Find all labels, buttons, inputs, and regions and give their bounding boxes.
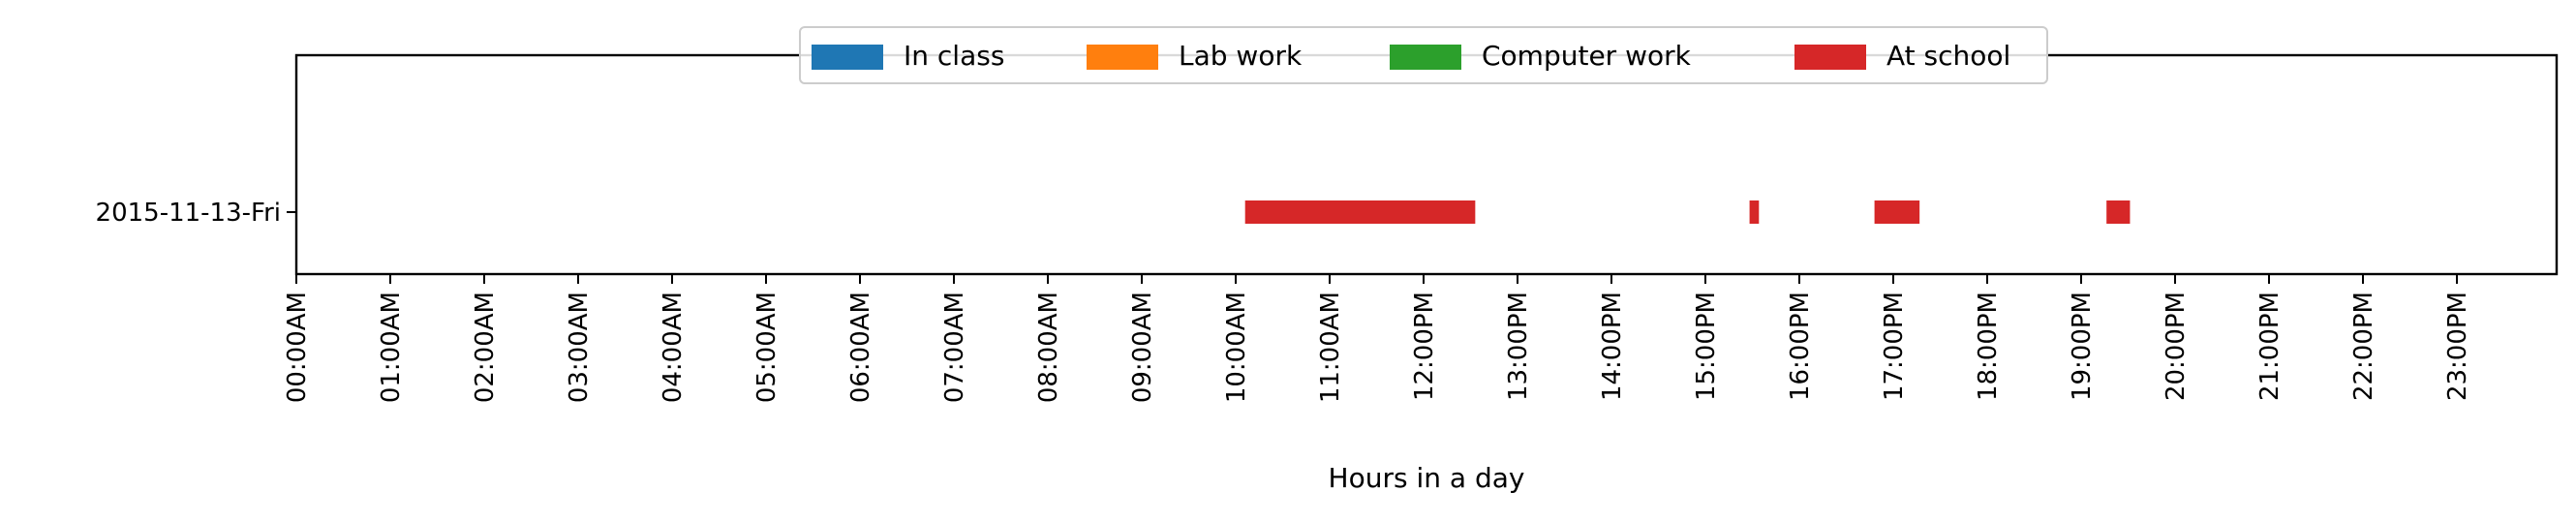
y-tick-label-0: 2015-11-13-Fri [96,199,281,228]
bar-3-2 [1874,200,1920,224]
x-tick-label-23: 23:00PM [2443,292,2472,401]
x-tick-label-12: 12:00PM [1410,292,1439,401]
x-tick-label-18: 18:00PM [1974,292,2003,401]
x-tick-label-13: 13:00PM [1504,292,1533,401]
bar-3-3 [2106,200,2131,224]
x-tick-label-19: 19:00PM [2068,292,2097,401]
x-tick-label-1: 01:00AM [377,292,406,403]
legend-label-1: Lab work [1179,40,1303,72]
x-tick-label-15: 15:00PM [1692,292,1721,401]
x-tick-label-9: 09:00AM [1128,292,1157,403]
bars-layer [1244,200,2131,224]
legend-swatch-0 [812,45,883,70]
legend-swatch-3 [1794,45,1866,70]
x-tick-label-6: 06:00AM [846,292,875,403]
bar-3-1 [1749,200,1760,224]
x-tick-label-0: 00:00AM [283,292,312,403]
x-tick-label-14: 14:00PM [1598,292,1627,401]
bar-3-0 [1244,200,1476,224]
legend-label-3: At school [1886,40,2010,72]
x-tick-label-11: 11:00AM [1316,292,1345,403]
legend-swatch-1 [1087,45,1158,70]
x-tick-label-22: 22:00PM [2349,292,2378,401]
x-tick-label-21: 21:00PM [2255,292,2285,401]
x-tick-label-7: 07:00AM [940,292,969,403]
x-tick-label-10: 10:00AM [1222,292,1251,403]
x-tick-label-2: 02:00AM [471,292,500,403]
legend-label-0: In class [904,40,1004,72]
y-axis: 2015-11-13-Fri [96,199,296,228]
legend-swatch-2 [1390,45,1461,70]
x-tick-label-17: 17:00PM [1880,292,1909,401]
x-tick-label-8: 08:00AM [1034,292,1063,403]
x-tick-label-3: 03:00AM [565,292,594,403]
legend: In class Lab work Computer work At school [799,26,2048,84]
x-axis: 00:00AM 01:00AM 02:00AM 03:00AM 04:00AM 05:00… [283,274,2472,403]
plot-frame [294,53,2559,276]
x-tick-label-4: 04:00AM [659,292,688,403]
legend-label-2: Computer work [1482,40,1692,72]
x-axis-label: Hours in a day [1329,462,1525,494]
x-tick-label-5: 05:00AM [752,292,782,403]
x-tick-label-16: 16:00PM [1786,292,1815,401]
x-tick-label-20: 20:00PM [2162,292,2191,401]
